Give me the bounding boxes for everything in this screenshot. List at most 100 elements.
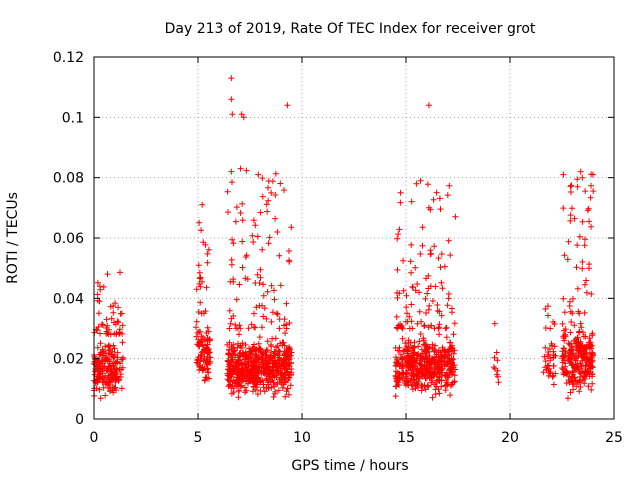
data-point	[449, 346, 456, 353]
data-point	[416, 308, 423, 315]
data-point	[581, 242, 588, 249]
data-point	[408, 355, 415, 361]
data-point	[119, 339, 126, 346]
data-point	[268, 189, 275, 196]
data-point	[398, 324, 405, 330]
data-point	[409, 325, 416, 332]
data-point	[95, 376, 102, 383]
data-point	[228, 75, 235, 82]
data-point	[259, 324, 265, 331]
data-point	[112, 384, 119, 391]
data-point	[276, 325, 283, 332]
data-point	[447, 252, 454, 259]
data-point	[581, 351, 588, 358]
data-point	[576, 368, 583, 375]
data-point	[550, 363, 557, 369]
data-point	[435, 386, 442, 393]
data-point	[578, 342, 585, 349]
y-tick-labels: 0 0.02 0.04 0.06 0.08 0.1 0.12	[53, 50, 84, 428]
data-point	[422, 375, 429, 382]
data-point	[106, 347, 113, 354]
data-point	[281, 322, 287, 329]
data-point	[577, 384, 584, 390]
data-point	[396, 371, 403, 378]
data-point	[243, 378, 250, 385]
data-point	[228, 96, 235, 103]
data-point	[421, 322, 428, 329]
data-point	[576, 328, 583, 335]
data-point	[392, 383, 399, 390]
data-point	[269, 309, 276, 316]
data-point	[414, 320, 421, 327]
data-point	[396, 226, 403, 233]
data-point	[449, 381, 455, 388]
data-point	[206, 337, 213, 344]
data-point	[550, 354, 557, 361]
data-point	[415, 343, 422, 350]
data-point	[550, 372, 557, 379]
data-point	[228, 343, 235, 350]
data-point	[227, 278, 234, 285]
data-point	[254, 233, 261, 240]
data-point	[266, 234, 273, 241]
data-point	[446, 371, 453, 378]
data-point	[262, 357, 269, 364]
data-point	[575, 338, 582, 345]
data-point	[408, 370, 415, 376]
data-point	[564, 256, 571, 263]
x-axis-title: GPS time / hours	[291, 458, 408, 474]
data-point	[274, 311, 281, 318]
data-point	[195, 360, 201, 367]
data-point	[280, 361, 287, 368]
data-point	[587, 194, 594, 201]
data-point	[561, 333, 568, 340]
data-point	[243, 252, 250, 259]
data-point	[576, 388, 583, 395]
data-point	[110, 342, 117, 349]
data-point	[282, 393, 289, 400]
data-point	[588, 386, 595, 393]
data-point	[105, 385, 112, 392]
data-point	[542, 344, 549, 351]
data-point	[237, 342, 244, 349]
data-point	[267, 352, 274, 359]
data-point	[257, 209, 264, 216]
data-point	[573, 264, 580, 271]
data-point	[590, 188, 597, 195]
y-tick-label: 0	[75, 412, 84, 428]
data-point	[232, 352, 239, 359]
data-point	[403, 346, 410, 353]
data-point	[491, 354, 498, 361]
data-point	[202, 308, 209, 315]
data-point	[559, 365, 566, 371]
data-point	[574, 360, 581, 367]
data-point	[225, 366, 232, 373]
data-point	[586, 344, 593, 351]
data-point	[393, 313, 400, 320]
data-point	[103, 316, 110, 323]
data-point	[547, 357, 554, 364]
data-point	[263, 201, 270, 208]
data-point	[274, 229, 281, 235]
data-point	[401, 380, 408, 386]
data-point	[105, 374, 112, 381]
data-point	[443, 324, 450, 331]
data-point	[429, 345, 436, 352]
data-point	[585, 205, 592, 212]
data-point	[285, 377, 291, 384]
data-point	[418, 387, 425, 394]
data-point	[578, 324, 585, 331]
data-point	[426, 302, 433, 309]
data-point	[197, 364, 204, 371]
data-point	[245, 358, 252, 365]
data-point	[559, 359, 566, 366]
data-point	[201, 377, 208, 384]
data-point	[581, 281, 588, 288]
data-point	[441, 371, 448, 378]
data-point	[394, 357, 401, 363]
data-point	[568, 377, 575, 383]
data-point	[268, 343, 275, 350]
data-point	[285, 391, 292, 398]
data-point	[433, 351, 440, 358]
data-point	[583, 289, 590, 296]
